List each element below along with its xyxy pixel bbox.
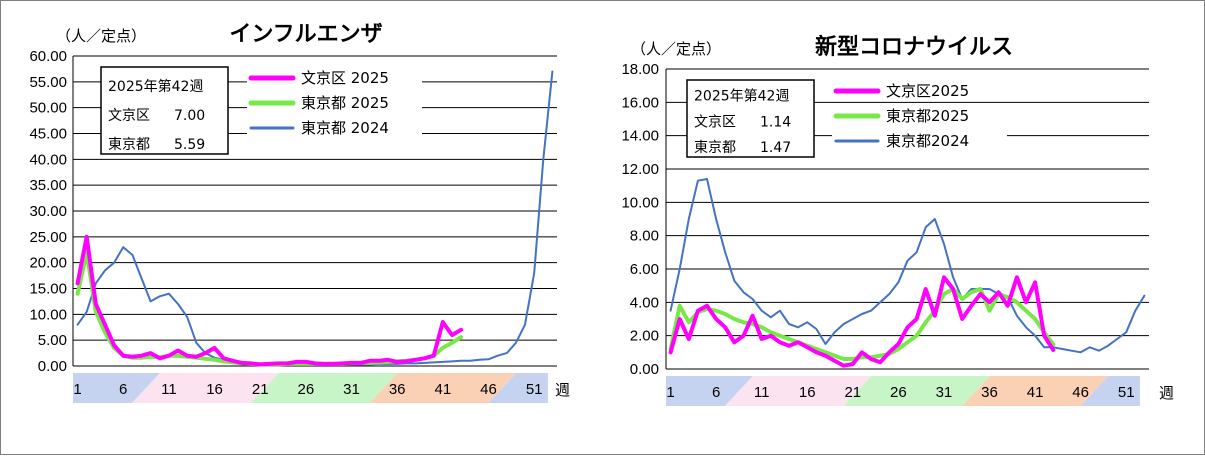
- x-tick-label: 1: [73, 381, 81, 398]
- season-band: [250, 373, 398, 403]
- y-tick-label: 30.00: [29, 203, 67, 220]
- info-box-row2-value: 5.59: [174, 137, 205, 153]
- season-band: [132, 373, 279, 403]
- y-tick-label: 8.00: [630, 228, 659, 245]
- series-line-1: [668, 275, 1056, 368]
- info-box-row2-name: 東京都: [694, 140, 736, 156]
- season-band: [724, 376, 872, 406]
- legend-bg: [247, 68, 422, 88]
- x-tick-label: 41: [1027, 384, 1044, 401]
- season-band: [666, 376, 753, 406]
- info-box-row2-value: 1.47: [760, 140, 791, 156]
- x-tick-label: 46: [1072, 384, 1089, 401]
- info-box-row2-name: 東京都: [108, 137, 150, 153]
- x-tick-label: 11: [754, 384, 770, 401]
- legend-label-1: 文京区 2025: [301, 69, 389, 87]
- x-tick-label: 51: [1118, 384, 1135, 401]
- info-box-title: 2025年第42週: [694, 88, 789, 105]
- info-box: [100, 66, 229, 155]
- y-tick-label: 0.00: [38, 358, 67, 375]
- season-band: [369, 373, 517, 403]
- x-axis-label: 週: [555, 381, 570, 399]
- x-tick-label: 36: [981, 384, 998, 401]
- y-tick-label: 0.00: [630, 361, 659, 378]
- y-tick-label: 20.00: [29, 255, 67, 272]
- x-tick-label: 16: [206, 381, 223, 398]
- legend-label-2: 東京都2025: [886, 107, 969, 125]
- info-box: [686, 79, 815, 158]
- legend-bg: [832, 106, 1007, 126]
- season-band: [488, 373, 548, 403]
- info-box-row1-name: 文京区: [108, 108, 150, 124]
- chart-title: インフルエンザ: [229, 22, 382, 47]
- y-tick-label: 55.00: [29, 74, 67, 91]
- season-band: [961, 376, 1109, 406]
- x-tick-label: 1: [666, 384, 674, 401]
- y-tick-label: 15.00: [29, 281, 67, 298]
- y-tick-label: 18.00: [621, 61, 659, 78]
- y-tick-label: 45.00: [29, 126, 67, 143]
- series-line-2: [75, 250, 464, 367]
- x-tick-label: 31: [936, 384, 953, 401]
- x-tick-label: 51: [526, 381, 543, 398]
- x-tick-label: 21: [252, 381, 269, 398]
- info-box-row1-name: 文京区: [694, 114, 736, 130]
- unit-label: （人／定点）: [56, 27, 146, 45]
- y-tick-label: 40.00: [29, 151, 67, 168]
- x-tick-label: 31: [343, 381, 360, 398]
- y-tick-label: 6.00: [630, 261, 659, 278]
- y-tick-label: 14.00: [621, 128, 659, 145]
- legend-bg: [832, 81, 1007, 101]
- y-tick-label: 2.00: [630, 328, 659, 345]
- x-tick-label: 6: [119, 381, 127, 398]
- x-tick-label: 21: [844, 384, 861, 401]
- legend-bg: [247, 118, 422, 138]
- series-line-2: [668, 287, 1056, 361]
- x-tick-label: 6: [712, 384, 720, 401]
- legend-bg: [247, 93, 422, 113]
- y-tick-label: 5.00: [38, 332, 67, 349]
- unit-label: （人／定点）: [631, 40, 721, 58]
- y-tick-label: 12.00: [621, 161, 659, 178]
- y-tick-label: 25.00: [29, 229, 67, 246]
- y-tick-label: 4.00: [630, 294, 659, 311]
- legend-label-3: 東京都2024: [886, 132, 969, 150]
- x-tick-label: 16: [799, 384, 816, 401]
- legend-label-3: 東京都 2024: [301, 119, 389, 137]
- x-tick-label: 36: [389, 381, 406, 398]
- season-band: [843, 376, 990, 406]
- x-tick-label: 11: [161, 381, 177, 398]
- y-tick-label: 10.00: [621, 194, 659, 211]
- info-box-title: 2025年第42週: [108, 78, 203, 95]
- season-band: [73, 373, 161, 403]
- y-tick-label: 60.00: [29, 48, 67, 65]
- x-tick-label: 46: [480, 381, 497, 398]
- chart-panel-2: 0.00 2.00 4.00 6.00 8.00 10.00 12.00 14.00 16.00…: [621, 34, 1174, 406]
- chart-title: 新型コロナウイルス: [815, 34, 1013, 60]
- chart-panel-1: 0.00 5.00 10.00 15.00 20.00 25.00 30.00 35.00 40…: [29, 22, 570, 403]
- x-tick-label: 26: [890, 384, 907, 401]
- x-tick-label: 41: [435, 381, 452, 398]
- legend-label-2: 東京都 2025: [301, 94, 389, 112]
- season-band: [1080, 376, 1140, 406]
- series-line-1: [75, 234, 464, 367]
- info-box-row1-value: 7.00: [174, 108, 205, 124]
- x-tick-label: 26: [298, 381, 315, 398]
- y-tick-label: 50.00: [29, 100, 67, 117]
- legend-bg: [832, 131, 1007, 151]
- y-tick-label: 35.00: [29, 177, 67, 194]
- y-tick-label: 10.00: [29, 306, 67, 323]
- info-box-row1-value: 1.14: [760, 114, 791, 130]
- legend-label-1: 文京区2025: [886, 82, 969, 100]
- x-axis-label: 週: [1159, 384, 1174, 402]
- y-tick-label: 16.00: [621, 94, 659, 111]
- series-line-3: [669, 178, 1146, 354]
